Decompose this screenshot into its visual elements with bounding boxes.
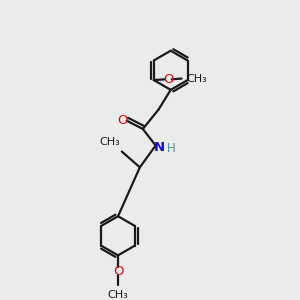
Text: O: O: [113, 265, 123, 278]
Text: O: O: [117, 114, 128, 127]
Text: O: O: [163, 73, 173, 86]
Text: CH₃: CH₃: [108, 290, 128, 300]
Text: CH₃: CH₃: [99, 137, 120, 147]
Text: CH₃: CH₃: [187, 74, 208, 84]
Text: N: N: [154, 140, 165, 154]
Text: H: H: [167, 142, 176, 155]
